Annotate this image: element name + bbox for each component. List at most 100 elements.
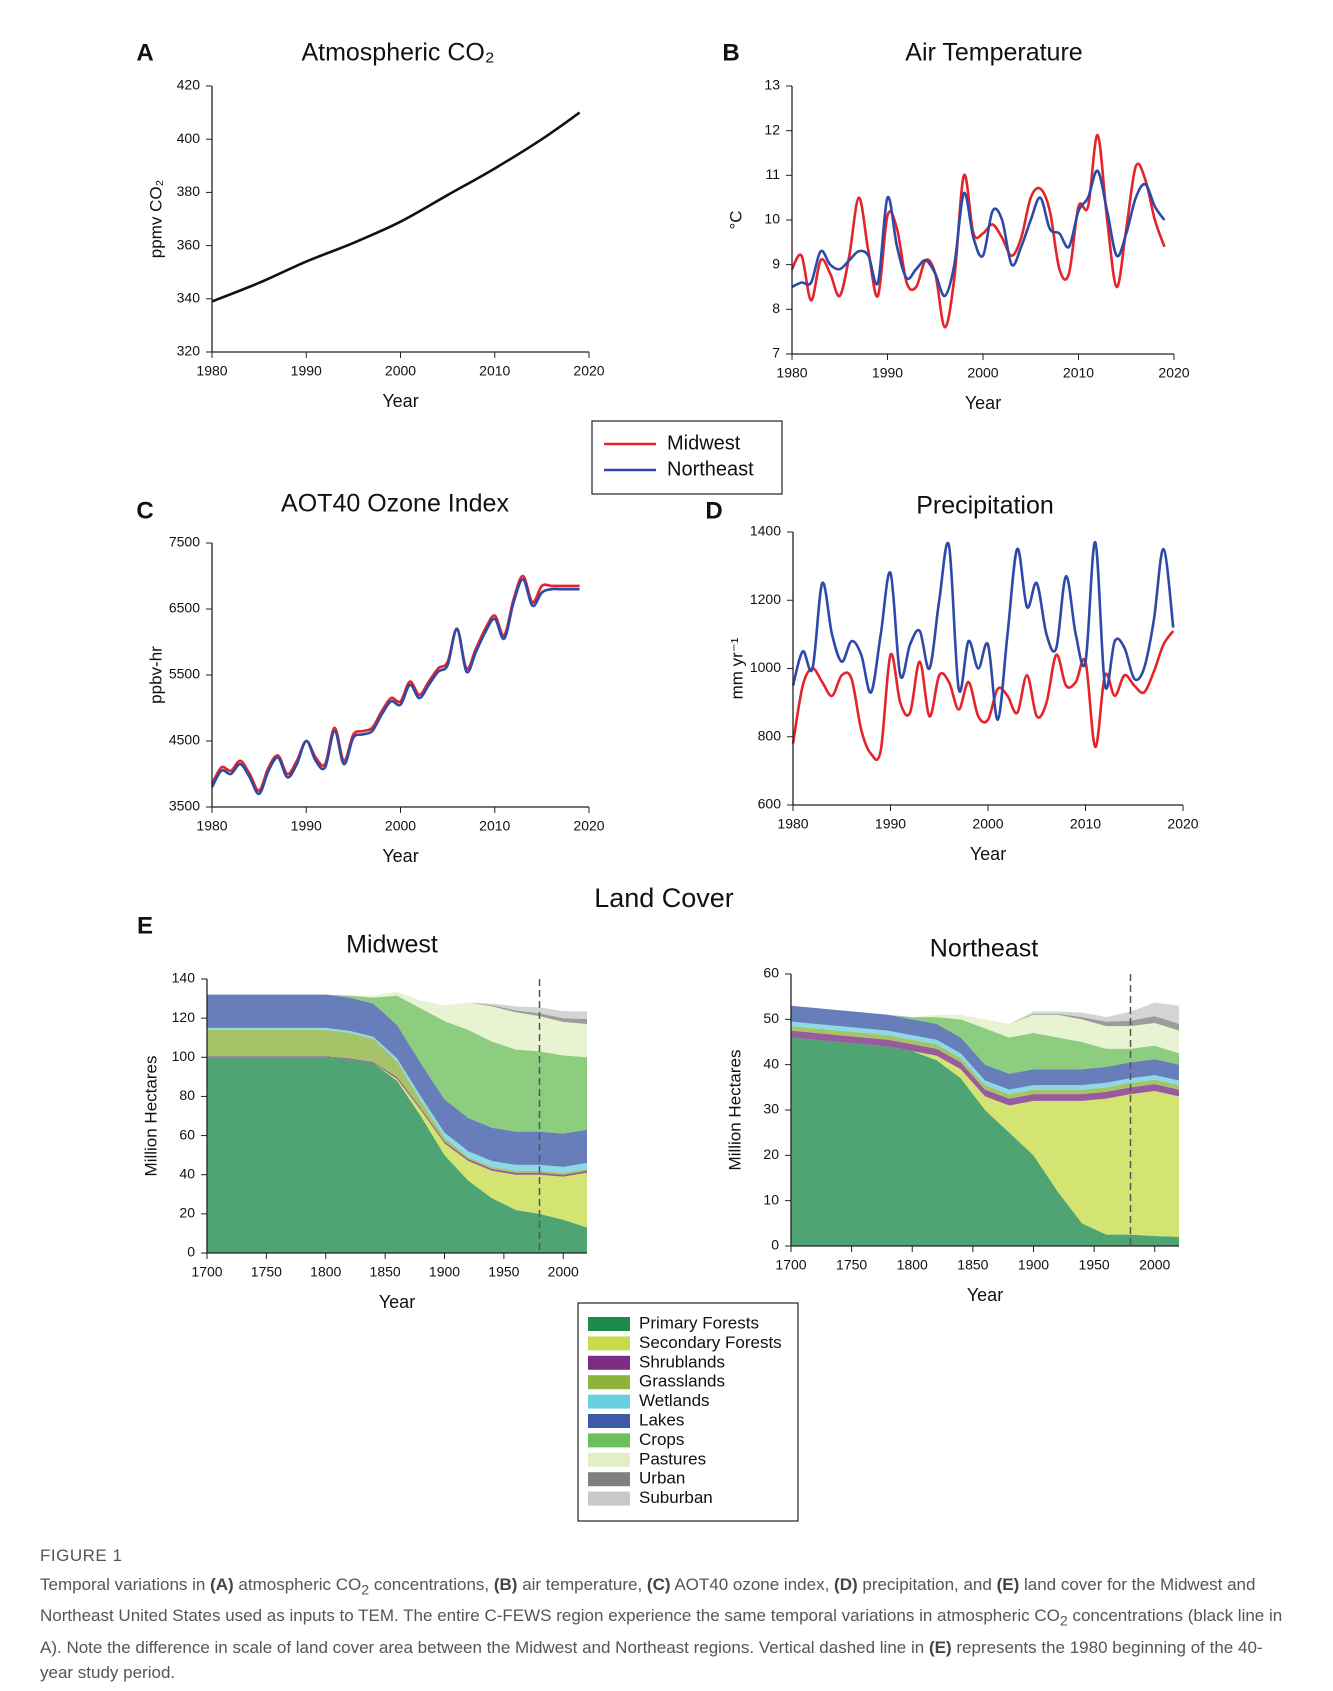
- area-segment: [791, 1037, 1179, 1246]
- x-tick-label: 2020: [1158, 365, 1189, 381]
- y-tick-label: 0: [187, 1244, 195, 1260]
- x-tick-label: 1950: [1079, 1257, 1110, 1273]
- data-line: [210, 574, 580, 792]
- y-tick-label: 30: [763, 1101, 779, 1117]
- y-tick-label: 20: [179, 1205, 195, 1221]
- y-tick-label: 320: [177, 343, 201, 359]
- area-segment: [791, 1005, 1179, 1090]
- x-axis-label: Year: [967, 1285, 1003, 1305]
- y-tick-label: 1400: [750, 523, 781, 539]
- legend-label: Primary Forests: [639, 1313, 759, 1332]
- x-tick-label: 2010: [1063, 365, 1094, 381]
- caption-text: (E): [928, 1637, 952, 1657]
- panel-letter: A: [136, 39, 153, 66]
- y-tick-label: 340: [177, 290, 201, 306]
- y-tick-label: 8: [772, 300, 780, 316]
- x-tick-label: 2000: [385, 818, 416, 834]
- area-segment: [207, 1057, 587, 1228]
- caption-text: Temporal variations in: [40, 1575, 211, 1594]
- x-tick-label: 1950: [488, 1264, 519, 1280]
- y-tick-label: 50: [763, 1010, 779, 1026]
- caption-text: atmospheric CO: [233, 1575, 362, 1594]
- y-axis-label: °C: [726, 210, 745, 229]
- y-tick-label: 7: [772, 345, 780, 361]
- y-tick-label: 400: [177, 130, 201, 146]
- y-tick-label: 6500: [169, 600, 200, 616]
- chart-title: Atmospheric CO₂: [301, 39, 494, 67]
- y-tick-label: 420: [177, 77, 201, 93]
- y-tick-label: 120: [172, 1009, 196, 1025]
- caption-text: (E): [996, 1575, 1020, 1594]
- data-line: [791, 540, 1175, 721]
- chart-title: Midwest: [346, 931, 438, 959]
- y-tick-label: 13: [764, 77, 780, 93]
- x-tick-label: 1700: [775, 1257, 806, 1273]
- x-tick-label: 2000: [385, 363, 416, 379]
- data-line: [790, 133, 1166, 329]
- y-tick-label: 1200: [750, 591, 781, 607]
- data-line: [791, 169, 1166, 298]
- legend-label: Wetlands: [639, 1391, 710, 1410]
- legend-swatch: [588, 1375, 630, 1390]
- x-tick-label: 2020: [573, 818, 604, 834]
- section-title: Land Cover: [594, 883, 734, 913]
- x-tick-label: 1900: [1018, 1257, 1049, 1273]
- area-segment: [791, 1005, 1179, 1074]
- y-tick-label: 4500: [169, 732, 200, 748]
- x-tick-label: 1990: [875, 816, 906, 832]
- legend-swatch: [588, 1472, 630, 1487]
- area-segment: [207, 994, 587, 1134]
- caption-text: (D): [834, 1575, 858, 1594]
- x-axis-label: Year: [970, 844, 1006, 864]
- chart-title: Northeast: [930, 935, 1038, 963]
- data-line: [211, 111, 581, 303]
- x-tick-label: 1850: [370, 1264, 401, 1280]
- y-axis-label: Million Hectares: [141, 1056, 160, 1177]
- y-tick-label: 20: [763, 1146, 779, 1162]
- y-tick-label: 380: [177, 183, 201, 199]
- legend-label: Secondary Forests: [639, 1333, 782, 1352]
- y-tick-label: 11: [765, 166, 780, 182]
- legend-swatch: [588, 1414, 630, 1428]
- y-tick-label: 600: [758, 796, 782, 812]
- caption-text: 2: [1059, 1613, 1068, 1630]
- x-axis-label: Year: [382, 391, 418, 411]
- x-tick-label: 1980: [776, 365, 807, 381]
- legend-label: Urban: [639, 1469, 685, 1488]
- legend-label: Suburban: [639, 1488, 713, 1507]
- y-axis-label: ppbv-hr: [146, 646, 165, 704]
- x-axis-label: Year: [379, 1292, 415, 1312]
- caption-text: (A): [210, 1575, 234, 1594]
- area-segment: [791, 1030, 1179, 1106]
- y-tick-label: 1000: [750, 659, 781, 675]
- y-tick-label: 360: [177, 236, 201, 252]
- y-axis-label: mm yr⁻¹: [727, 637, 746, 699]
- caption-text: AOT40 ozone index,: [670, 1575, 835, 1594]
- legend-swatch: [588, 1452, 630, 1467]
- x-tick-label: 1990: [291, 363, 322, 379]
- x-tick-label: 1700: [191, 1264, 222, 1280]
- x-tick-label: 1980: [777, 816, 808, 832]
- panel-letter: D: [705, 497, 722, 524]
- y-tick-label: 40: [179, 1165, 195, 1181]
- caption-text: concentrations,: [369, 1575, 494, 1594]
- area-segment: [207, 994, 587, 1167]
- caption-text: (C): [646, 1575, 671, 1594]
- x-tick-label: 1850: [957, 1257, 988, 1273]
- legend-swatch: [588, 1394, 630, 1409]
- y-axis-label: ppmv CO₂: [146, 180, 165, 258]
- x-tick-label: 1750: [251, 1264, 282, 1280]
- chart-title: Precipitation: [916, 492, 1054, 520]
- x-axis-label: Year: [965, 393, 1001, 413]
- legend-label: Lakes: [639, 1410, 684, 1429]
- area-segment: [207, 1029, 587, 1175]
- figure-label: FIGURE 1: [40, 1546, 123, 1565]
- y-tick-label: 10: [763, 1191, 779, 1207]
- legend-label: Northeast: [667, 458, 754, 480]
- y-tick-label: 80: [179, 1087, 195, 1103]
- x-tick-label: 1990: [872, 365, 903, 381]
- chart-title: AOT40 Ozone Index: [281, 490, 509, 518]
- x-tick-label: 2000: [972, 816, 1003, 832]
